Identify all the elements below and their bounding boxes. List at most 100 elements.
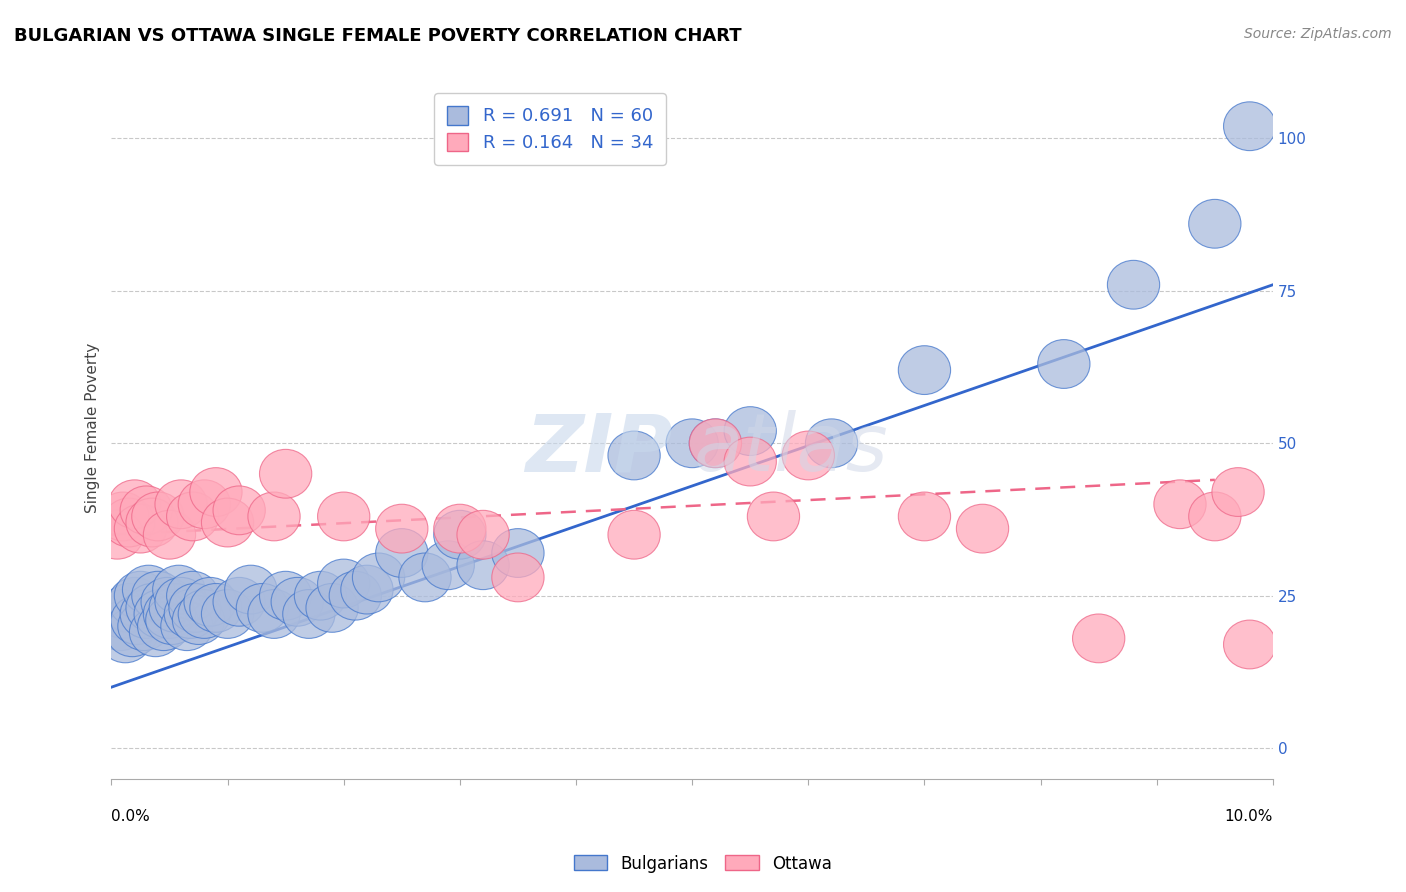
Ellipse shape xyxy=(422,541,474,590)
Ellipse shape xyxy=(283,590,335,639)
Ellipse shape xyxy=(1223,102,1275,151)
Ellipse shape xyxy=(155,480,207,529)
Ellipse shape xyxy=(236,583,288,632)
Ellipse shape xyxy=(329,571,381,620)
Ellipse shape xyxy=(127,498,179,547)
Ellipse shape xyxy=(898,492,950,541)
Ellipse shape xyxy=(375,504,427,553)
Ellipse shape xyxy=(294,571,347,620)
Ellipse shape xyxy=(179,480,231,529)
Ellipse shape xyxy=(607,510,661,559)
Ellipse shape xyxy=(190,583,242,632)
Ellipse shape xyxy=(806,419,858,467)
Ellipse shape xyxy=(165,590,217,639)
Ellipse shape xyxy=(956,504,1008,553)
Ellipse shape xyxy=(108,577,160,626)
Ellipse shape xyxy=(166,492,219,541)
Ellipse shape xyxy=(247,590,299,639)
Ellipse shape xyxy=(353,553,405,602)
Ellipse shape xyxy=(153,566,205,614)
Ellipse shape xyxy=(399,553,451,602)
Ellipse shape xyxy=(184,577,236,626)
Text: 0.0%: 0.0% xyxy=(111,809,150,824)
Ellipse shape xyxy=(103,583,155,632)
Ellipse shape xyxy=(1223,620,1275,669)
Ellipse shape xyxy=(100,614,152,663)
Ellipse shape xyxy=(201,498,253,547)
Ellipse shape xyxy=(247,492,299,541)
Ellipse shape xyxy=(129,607,181,657)
Ellipse shape xyxy=(179,590,231,639)
Ellipse shape xyxy=(114,571,166,620)
Ellipse shape xyxy=(1154,480,1206,529)
Ellipse shape xyxy=(748,492,800,541)
Ellipse shape xyxy=(132,571,184,620)
Ellipse shape xyxy=(107,607,159,657)
Y-axis label: Single Female Poverty: Single Female Poverty xyxy=(86,343,100,513)
Ellipse shape xyxy=(307,583,359,632)
Ellipse shape xyxy=(607,431,661,480)
Ellipse shape xyxy=(433,504,486,553)
Ellipse shape xyxy=(271,577,323,626)
Legend: Bulgarians, Ottawa: Bulgarians, Ottawa xyxy=(568,848,838,880)
Ellipse shape xyxy=(214,577,266,626)
Ellipse shape xyxy=(457,541,509,590)
Ellipse shape xyxy=(108,480,160,529)
Ellipse shape xyxy=(666,419,718,467)
Ellipse shape xyxy=(138,602,190,650)
Ellipse shape xyxy=(724,407,776,456)
Ellipse shape xyxy=(1188,200,1241,248)
Ellipse shape xyxy=(201,590,253,639)
Ellipse shape xyxy=(1108,260,1160,310)
Ellipse shape xyxy=(118,602,170,650)
Ellipse shape xyxy=(166,571,219,620)
Legend: R = 0.691   N = 60, R = 0.164   N = 34: R = 0.691 N = 60, R = 0.164 N = 34 xyxy=(434,94,666,165)
Ellipse shape xyxy=(492,553,544,602)
Text: Source: ZipAtlas.com: Source: ZipAtlas.com xyxy=(1244,27,1392,41)
Ellipse shape xyxy=(160,602,214,650)
Ellipse shape xyxy=(143,590,195,639)
Text: atlas: atlas xyxy=(693,410,889,488)
Ellipse shape xyxy=(689,419,741,467)
Ellipse shape xyxy=(782,431,834,480)
Ellipse shape xyxy=(132,492,184,541)
Ellipse shape xyxy=(120,486,173,534)
Ellipse shape xyxy=(143,510,195,559)
Ellipse shape xyxy=(91,510,143,559)
Ellipse shape xyxy=(141,577,193,626)
Ellipse shape xyxy=(318,559,370,607)
Ellipse shape xyxy=(1073,614,1125,663)
Ellipse shape xyxy=(225,566,277,614)
Ellipse shape xyxy=(898,346,950,394)
Ellipse shape xyxy=(94,602,146,650)
Ellipse shape xyxy=(724,437,776,486)
Ellipse shape xyxy=(114,504,166,553)
Ellipse shape xyxy=(1188,492,1241,541)
Ellipse shape xyxy=(340,566,394,614)
Ellipse shape xyxy=(260,571,312,620)
Ellipse shape xyxy=(127,583,179,632)
Ellipse shape xyxy=(120,590,173,639)
Ellipse shape xyxy=(122,566,174,614)
Ellipse shape xyxy=(492,529,544,577)
Ellipse shape xyxy=(214,486,266,534)
Text: BULGARIAN VS OTTAWA SINGLE FEMALE POVERTY CORRELATION CHART: BULGARIAN VS OTTAWA SINGLE FEMALE POVERT… xyxy=(14,27,742,45)
Ellipse shape xyxy=(260,450,312,498)
Ellipse shape xyxy=(433,510,486,559)
Ellipse shape xyxy=(318,492,370,541)
Ellipse shape xyxy=(97,590,149,639)
Ellipse shape xyxy=(1212,467,1264,516)
Ellipse shape xyxy=(155,577,207,626)
Ellipse shape xyxy=(149,583,201,632)
Ellipse shape xyxy=(375,529,427,577)
Text: ZIP: ZIP xyxy=(526,410,673,488)
Ellipse shape xyxy=(169,583,221,632)
Ellipse shape xyxy=(689,419,741,467)
Ellipse shape xyxy=(190,467,242,516)
Ellipse shape xyxy=(146,596,198,645)
Ellipse shape xyxy=(1038,340,1090,388)
Ellipse shape xyxy=(111,596,163,645)
Ellipse shape xyxy=(103,498,155,547)
Text: 10.0%: 10.0% xyxy=(1225,809,1272,824)
Ellipse shape xyxy=(134,590,187,639)
